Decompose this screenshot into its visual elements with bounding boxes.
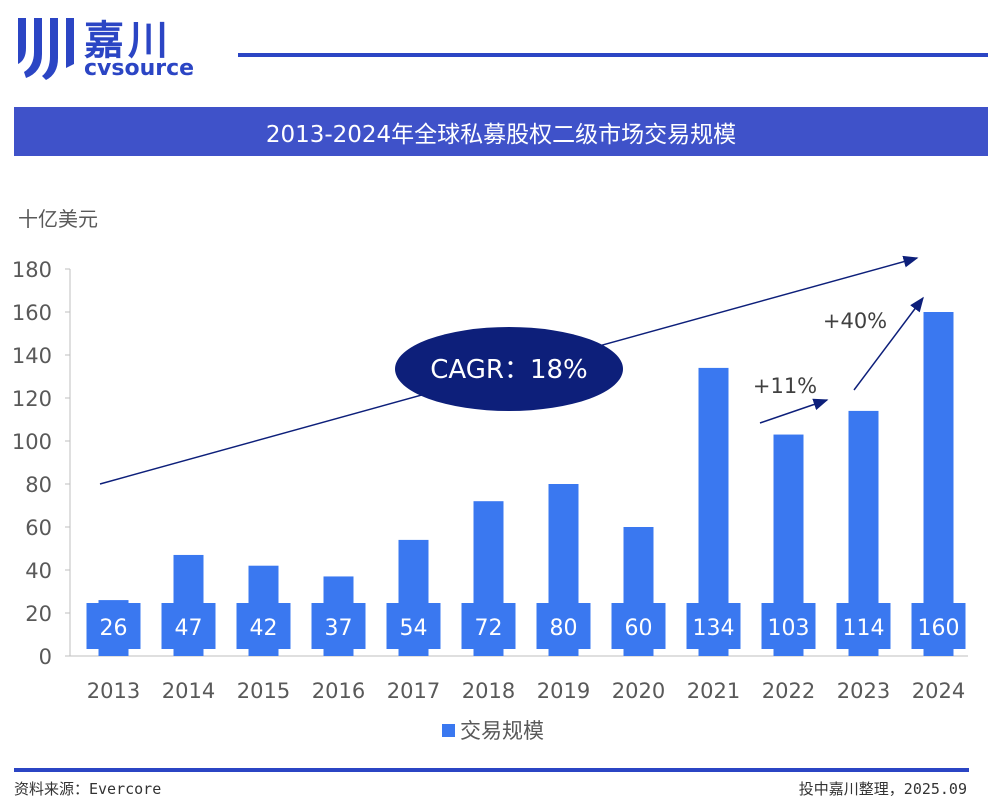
growth-label-2022-2023: +11%	[753, 374, 817, 398]
bar-2024	[923, 312, 954, 656]
growth-arrow-2023-2024	[853, 296, 924, 391]
growth-label-2023-2024: +40%	[823, 309, 887, 333]
source-note: 资料来源：Evercore	[14, 780, 162, 798]
growth-arrow-2022-2023	[759, 398, 829, 424]
x-tick-label: 2021	[687, 679, 740, 703]
data-label: 134	[693, 616, 735, 641]
data-label: 160	[918, 616, 960, 641]
chart-title: 2013-2024年全球私募股权二级市场交易规模	[14, 107, 988, 156]
compiler-note: 投中嘉川整理，2025.09	[798, 780, 967, 798]
y-tick-label: 60	[25, 516, 52, 540]
y-unit-label: 十亿美元	[18, 207, 98, 231]
data-label-box	[761, 603, 816, 649]
x-tick-label: 2020	[612, 679, 665, 703]
y-tick-label: 80	[25, 473, 52, 497]
cagr-label: CAGR：18%	[430, 355, 588, 385]
brand-name-en: cvsource	[84, 56, 195, 81]
data-label-box	[86, 603, 141, 649]
y-tick-label: 40	[25, 559, 52, 583]
data-label-box	[461, 603, 516, 649]
legend-label: 交易规模	[460, 719, 544, 743]
data-label-box	[611, 603, 666, 649]
footer-divider	[14, 768, 969, 772]
brand-logo: 嘉川 cvsource	[12, 8, 212, 80]
data-label: 80	[550, 616, 578, 641]
data-label: 47	[175, 616, 203, 641]
data-label-box	[161, 603, 216, 649]
y-tick-label: 160	[12, 301, 52, 325]
cagr-ellipse	[395, 327, 623, 411]
x-tick-label: 2017	[387, 679, 440, 703]
data-label: 103	[768, 616, 810, 641]
x-tick-label: 2013	[87, 679, 140, 703]
x-tick-label: 2022	[762, 679, 815, 703]
x-tick-label: 2024	[912, 679, 965, 703]
data-label: 26	[100, 616, 128, 641]
data-label-box	[686, 603, 741, 649]
y-tick-label: 100	[12, 430, 52, 454]
data-label: 54	[400, 616, 428, 641]
y-tick-label: 180	[12, 258, 52, 282]
y-tick-label: 140	[12, 344, 52, 368]
data-label-box	[836, 603, 891, 649]
data-label: 60	[625, 616, 653, 641]
data-label: 42	[250, 616, 278, 641]
data-label: 37	[325, 616, 353, 641]
y-tick-label: 0	[39, 645, 52, 669]
data-label: 114	[843, 616, 885, 641]
data-label-box	[236, 603, 291, 649]
x-tick-label: 2023	[837, 679, 890, 703]
y-tick-label: 120	[12, 387, 52, 411]
x-tick-label: 2015	[237, 679, 290, 703]
legend-swatch	[442, 724, 455, 737]
x-tick-label: 2018	[462, 679, 515, 703]
data-label-box	[911, 603, 966, 649]
x-tick-label: 2016	[312, 679, 365, 703]
data-label-box	[386, 603, 441, 649]
data-label-box	[311, 603, 366, 649]
logo-mark-icon	[18, 18, 74, 80]
y-tick-label: 20	[25, 602, 52, 626]
brand-name-cn: 嘉川	[84, 18, 172, 64]
x-tick-label: 2014	[162, 679, 215, 703]
x-tick-label: 2019	[537, 679, 590, 703]
data-label: 72	[475, 616, 503, 641]
header-divider	[238, 53, 988, 57]
data-label-box	[536, 603, 591, 649]
